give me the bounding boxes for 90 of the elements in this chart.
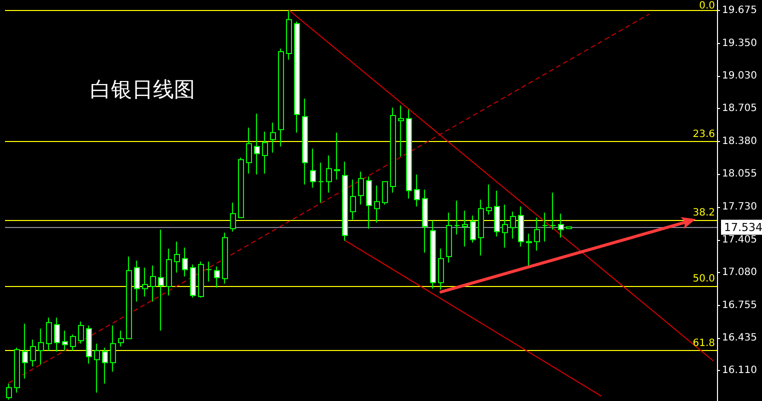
candlestick [198,261,204,298]
candlestick [182,247,188,278]
candlestick [342,161,348,242]
candlestick [566,226,572,230]
annotation: 0.0 [699,0,716,12]
candlestick [38,328,44,366]
candlestick [206,261,212,282]
candlestick [118,330,124,348]
candlestick [470,215,476,244]
annotation: 23.6 [692,128,715,140]
y-tick-label: 16.435 [722,332,757,344]
candlestick [238,157,244,218]
candlestick [478,199,484,256]
annotation: 61.8 [692,338,715,349]
candlestick [414,174,420,208]
candlestick [510,211,516,240]
candlestick [446,212,452,264]
candlestick [558,213,564,238]
candlestick [550,192,556,230]
y-tick-label: 17.730 [722,202,757,213]
candlestick [158,229,164,332]
candlestick [430,220,436,290]
candlestick [374,185,380,224]
candlestick [54,317,60,352]
candlestick [518,206,524,248]
candlestick [150,265,156,302]
candlestick [526,233,532,266]
annotation: 38.2 [692,208,715,219]
candlestick [214,266,220,288]
candlestick [398,105,404,158]
candlestick [6,383,12,400]
candlestick [334,132,340,180]
y-tick-label: 19.350 [722,38,757,49]
candlestick [94,343,100,394]
candlestick [454,200,460,236]
candlestick [70,334,76,352]
candlestick [14,347,20,394]
candlestick [494,190,500,238]
candlestick [350,179,356,220]
y-tick-label: 16.755 [722,300,757,312]
candlestick [406,109,412,200]
candlestick [166,248,172,296]
candlestick [62,330,68,352]
candlestick [382,181,388,206]
candlestick [294,21,300,134]
annotation: 50.0 [692,273,715,284]
candlestick [422,189,428,254]
candlestick [230,202,236,232]
candlestick [486,184,492,216]
candlestick [22,323,28,380]
candlestick [310,148,316,188]
candlestick [438,248,444,290]
candlestick [86,325,92,364]
text: 白银日线图 [90,78,195,102]
candlestick [366,176,372,230]
candlestick [326,155,332,194]
y-tick-label: 18.380 [722,136,757,147]
y-tick-label: 17.080 [722,267,757,278]
candlestick [222,232,228,284]
candlestick [358,171,364,206]
candlestick [134,260,140,302]
candlestick [190,264,196,298]
candlestick [278,48,284,148]
y-tick-label: 18.055 [722,168,757,180]
candlestick [534,217,540,252]
candlestick [142,267,148,298]
y-tick-label: 17.405 [722,234,757,246]
candlestick [390,107,396,194]
candlestick [542,212,548,242]
y-tick-label: 19.030 [722,70,757,82]
candlestick [254,113,260,176]
candlestick [502,204,508,248]
ref-line-label: 17.534 [724,220,762,234]
candlestick [262,131,268,174]
candlestick [110,325,116,372]
candlestick [30,339,36,368]
candlestick [246,127,252,174]
candlestick [46,317,52,352]
y-tick-label: 16.110 [722,365,757,376]
candlestick [318,162,324,204]
candlestick [102,347,108,384]
candlestick [270,122,276,154]
candlestick [462,210,468,248]
candlestick [174,241,180,274]
candlestick [286,10,292,60]
y-tick-label: 18.705 [722,103,757,114]
candlestick [78,321,84,344]
candlestick [126,256,132,340]
y-tick-label: 19.675 [722,5,757,16]
candlestick [302,98,308,186]
